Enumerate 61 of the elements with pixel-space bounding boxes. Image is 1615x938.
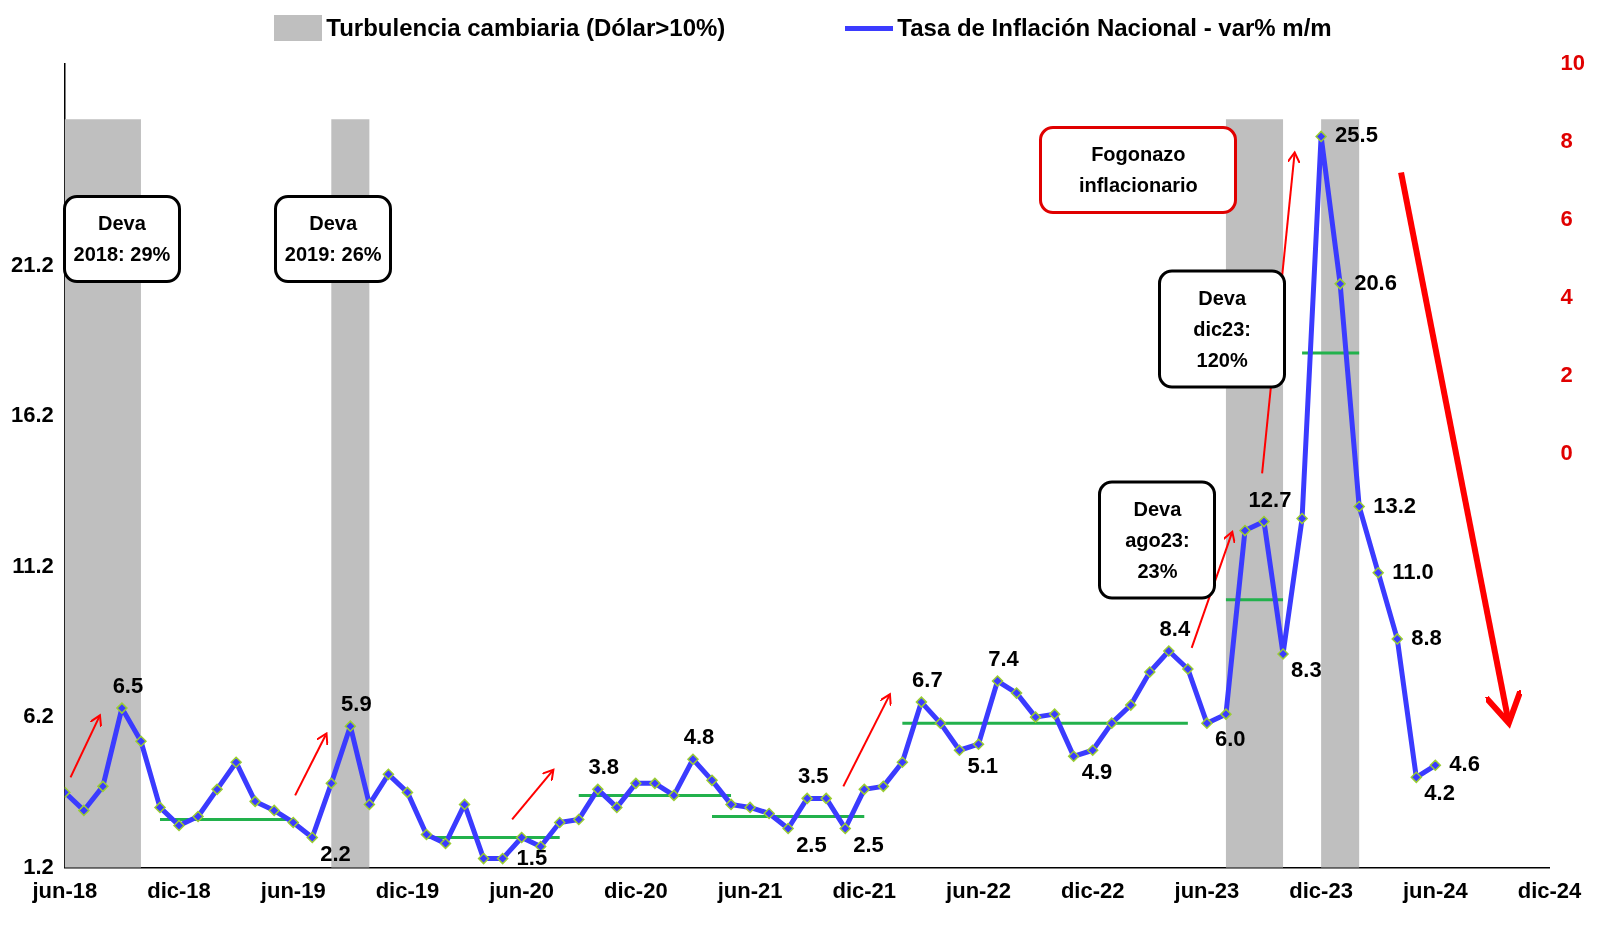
data-label: 7.4: [988, 646, 1020, 672]
x-tick-label: jun-20: [488, 877, 555, 903]
y2-tick-label: 4: [1560, 284, 1574, 310]
y2-tick-label: 10: [1560, 50, 1586, 76]
y2-tick-label: 0: [1560, 440, 1573, 466]
callout-box: Deva dic23: 120%: [1158, 269, 1287, 389]
data-label: 6.7: [912, 667, 943, 693]
y-tick-label: 16.2: [10, 402, 54, 428]
data-label: 11.0: [1392, 558, 1434, 584]
annotation: Deva 2018: 29%: [73, 211, 171, 265]
x-tick-label: dic-18: [147, 877, 211, 903]
x-tick-label: jun-21: [716, 877, 783, 903]
data-label: 1.5: [516, 844, 548, 870]
data-label: 13.2: [1373, 492, 1417, 518]
annotation: Deva dic23: 120%: [1193, 286, 1252, 371]
x-tick-label: jun-22: [945, 877, 1011, 903]
annotation: Deva 2019: 26%: [284, 211, 382, 265]
x-tick-label: jun-23: [1173, 877, 1240, 903]
callout-box: Fogonazo inflacionario: [1039, 125, 1238, 214]
data-label: 5.9: [341, 691, 372, 717]
data-label: 4.2: [1424, 780, 1455, 806]
y-tick-label: 21.2: [10, 251, 54, 277]
x-tick-label: jun-24: [1401, 877, 1469, 903]
x-tick-label: dic-23: [1289, 877, 1353, 903]
data-label: 8.3: [1291, 657, 1322, 683]
x-tick-label: dic-19: [375, 877, 440, 903]
callout-box: Deva 2018: 29%: [62, 194, 181, 283]
callout-box: Deva ago23: 23%: [1098, 480, 1217, 600]
annotation: Deva ago23: 23%: [1125, 497, 1190, 582]
legend-label: Turbulencia cambiaria (Dólar>10%): [326, 14, 726, 42]
y2-tick-label: 8: [1560, 128, 1573, 154]
y-tick-label: 1.2: [23, 853, 54, 879]
x-tick-label: dic-21: [832, 877, 897, 903]
legend-label: Tasa de Inflación Nacional - var% m/m: [897, 14, 1332, 42]
data-label: 6.5: [112, 673, 144, 699]
data-label: 2.5: [853, 831, 884, 857]
data-label: 2.2: [320, 840, 351, 866]
y-tick-label: 6.2: [23, 703, 54, 729]
data-label: 25.5: [1335, 122, 1378, 148]
data-label: 2.5: [796, 831, 827, 857]
y2-tick-label: 2: [1560, 362, 1573, 388]
data-label: 4.9: [1081, 759, 1113, 785]
x-tick-label: jun-19: [259, 877, 326, 903]
y2-tick-label: 6: [1560, 206, 1573, 232]
data-label: 4.6: [1449, 751, 1480, 777]
data-label: 3.8: [588, 754, 620, 780]
x-tick-label: dic-24: [1517, 877, 1583, 903]
data-label: 8.4: [1159, 616, 1191, 642]
x-tick-label: dic-20: [604, 877, 668, 903]
data-label: 3.5: [797, 763, 829, 789]
callout-box: Deva 2019: 26%: [274, 194, 393, 283]
x-tick-label: dic-22: [1060, 877, 1125, 903]
data-label: 8.8: [1411, 624, 1442, 650]
data-label: 12.7: [1248, 486, 1292, 512]
annotation: Fogonazo inflacionario: [1078, 142, 1198, 196]
y-tick-label: 11.2: [12, 552, 54, 578]
data-label: 5.1: [967, 753, 999, 779]
data-label: 20.6: [1354, 269, 1397, 295]
data-label: 4.8: [683, 724, 715, 750]
x-tick-label: jun-18: [31, 877, 98, 903]
data-label: 6.0: [1214, 726, 1246, 752]
